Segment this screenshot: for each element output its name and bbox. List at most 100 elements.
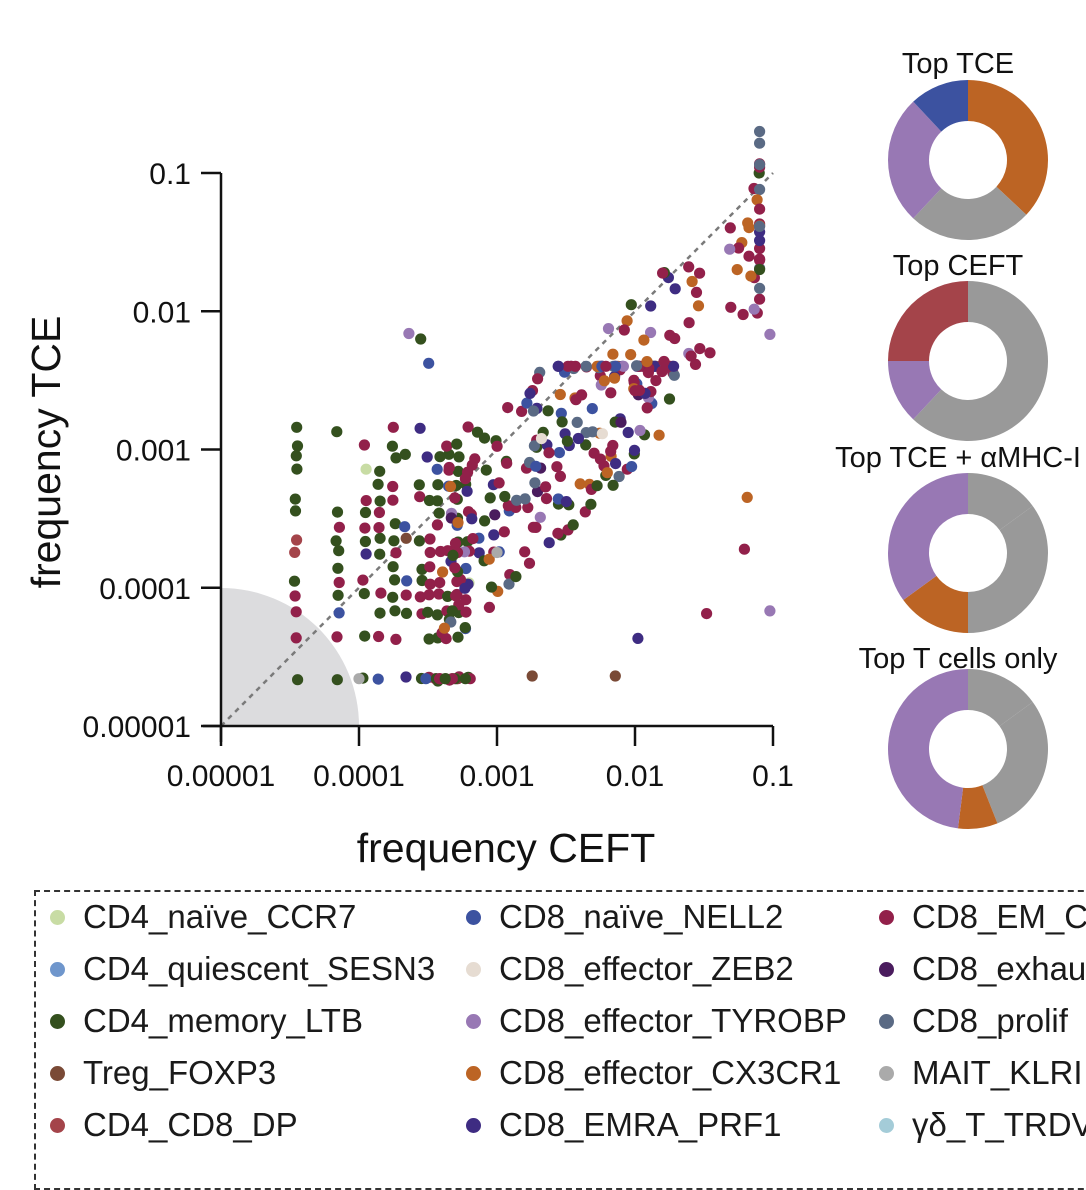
scatter-point bbox=[694, 343, 706, 355]
scatter-point bbox=[530, 521, 542, 534]
scatter-point bbox=[567, 519, 579, 531]
scatter-point bbox=[650, 375, 662, 387]
scatter-point bbox=[438, 622, 450, 634]
scatter-point bbox=[333, 576, 345, 589]
scatter-point bbox=[754, 242, 766, 255]
scatter-point bbox=[608, 372, 621, 384]
scatter-point bbox=[374, 607, 386, 619]
donut-slice bbox=[913, 281, 1048, 441]
donut-slice bbox=[913, 186, 1027, 240]
scatter-point bbox=[291, 421, 303, 433]
scatter-point bbox=[357, 574, 369, 586]
scatter-point bbox=[690, 286, 703, 298]
scatter-point bbox=[358, 588, 370, 600]
scatter-point bbox=[625, 349, 637, 361]
scatter-point bbox=[289, 493, 301, 505]
scatter-point bbox=[353, 673, 365, 685]
scatter-point bbox=[609, 360, 622, 372]
scatter-point bbox=[331, 674, 343, 686]
scatter-point bbox=[424, 546, 436, 559]
y-tick-label: 0.001 bbox=[116, 435, 191, 468]
legend-swatch bbox=[50, 961, 65, 977]
scatter-point bbox=[469, 453, 481, 465]
scatter-point bbox=[571, 416, 583, 428]
scatter-point bbox=[628, 444, 641, 456]
scatter-point bbox=[422, 606, 434, 618]
scatter-point bbox=[653, 429, 665, 441]
scatter-point bbox=[499, 490, 511, 503]
scatter-point bbox=[459, 582, 471, 594]
scatter-point bbox=[414, 422, 426, 434]
scatter-point bbox=[359, 630, 371, 642]
scatter-point bbox=[442, 590, 454, 603]
scatter-point bbox=[462, 421, 474, 433]
y-tick-label: 0.00001 bbox=[83, 711, 191, 744]
scatter-point bbox=[523, 557, 536, 569]
scatter-point bbox=[580, 360, 592, 372]
scatter-point bbox=[441, 440, 453, 452]
legend-swatch bbox=[466, 1013, 481, 1029]
legend-label: CD4_memory_LTB bbox=[83, 1002, 363, 1039]
scatter-point bbox=[400, 589, 412, 601]
scatter-point bbox=[521, 397, 533, 409]
donut-slice bbox=[888, 473, 968, 601]
scatter-point bbox=[479, 515, 491, 527]
scatter-point bbox=[532, 373, 544, 385]
scatter-point bbox=[423, 589, 435, 601]
scatter-point bbox=[638, 334, 650, 346]
legend-item: CD8_prolif bbox=[879, 1002, 1068, 1040]
donut-slice bbox=[913, 80, 968, 132]
legend-item: CD8_EM_C bbox=[879, 898, 1086, 936]
scatter-point bbox=[754, 125, 766, 138]
scatter-point bbox=[748, 303, 760, 315]
scatter-point bbox=[447, 549, 459, 562]
scatter-point bbox=[585, 498, 597, 510]
legend-label: CD8_naïve_NELL2 bbox=[499, 898, 784, 935]
scatter-point bbox=[387, 421, 399, 433]
legend-swatch bbox=[466, 1065, 481, 1081]
scatter-point bbox=[453, 451, 465, 463]
legend-item: CD4_memory_LTB bbox=[50, 1002, 363, 1040]
scatter-point bbox=[291, 440, 304, 452]
scatter-point bbox=[399, 448, 411, 460]
scatter-point bbox=[764, 605, 776, 617]
legend-item: Treg_FOXP3 bbox=[50, 1054, 276, 1092]
legend-item: MAIT_KLRI bbox=[879, 1054, 1083, 1092]
legend-label: CD8_EMRA_PRF1 bbox=[499, 1106, 782, 1143]
legend-swatch bbox=[879, 1065, 894, 1081]
scatter-point bbox=[683, 261, 695, 273]
scatter-point bbox=[663, 393, 676, 405]
scatter-point bbox=[503, 578, 515, 590]
scatter-point bbox=[449, 492, 461, 504]
legend-item: CD8_naïve_NELL2 bbox=[466, 898, 783, 936]
scatter-point bbox=[554, 388, 566, 401]
scatter-point bbox=[450, 590, 462, 602]
scatter-point bbox=[613, 470, 625, 483]
scatter-point bbox=[290, 606, 302, 618]
legend-label: MAIT_KLRI bbox=[912, 1054, 1083, 1091]
scatter-point bbox=[743, 250, 755, 262]
x-tick-label: 0.001 bbox=[459, 760, 534, 793]
scatter-point bbox=[374, 465, 386, 477]
scatter-point bbox=[701, 608, 713, 620]
scatter-point bbox=[754, 220, 766, 232]
scatter-point bbox=[460, 594, 472, 606]
scatter-point bbox=[388, 535, 400, 547]
scatter-point bbox=[609, 670, 621, 682]
scatter-point bbox=[439, 673, 451, 685]
y-axis-title: frequency TCE bbox=[23, 316, 69, 589]
scatter-point bbox=[424, 561, 436, 573]
legend-item: CD8_effector_ZEB2 bbox=[466, 950, 794, 988]
scatter-point bbox=[389, 518, 401, 530]
scatter-point bbox=[374, 532, 386, 544]
donut-title: Top CEFT bbox=[893, 250, 1024, 282]
donut-slice bbox=[888, 101, 942, 219]
scatter-point bbox=[540, 493, 553, 505]
scatter-point bbox=[600, 360, 612, 372]
scatter-point bbox=[754, 203, 766, 215]
scatter-point bbox=[358, 439, 370, 451]
y-tick-label: 0.01 bbox=[133, 296, 191, 329]
scatter-point bbox=[633, 384, 646, 396]
scatter-point bbox=[488, 529, 500, 541]
scatter-point bbox=[601, 467, 613, 479]
